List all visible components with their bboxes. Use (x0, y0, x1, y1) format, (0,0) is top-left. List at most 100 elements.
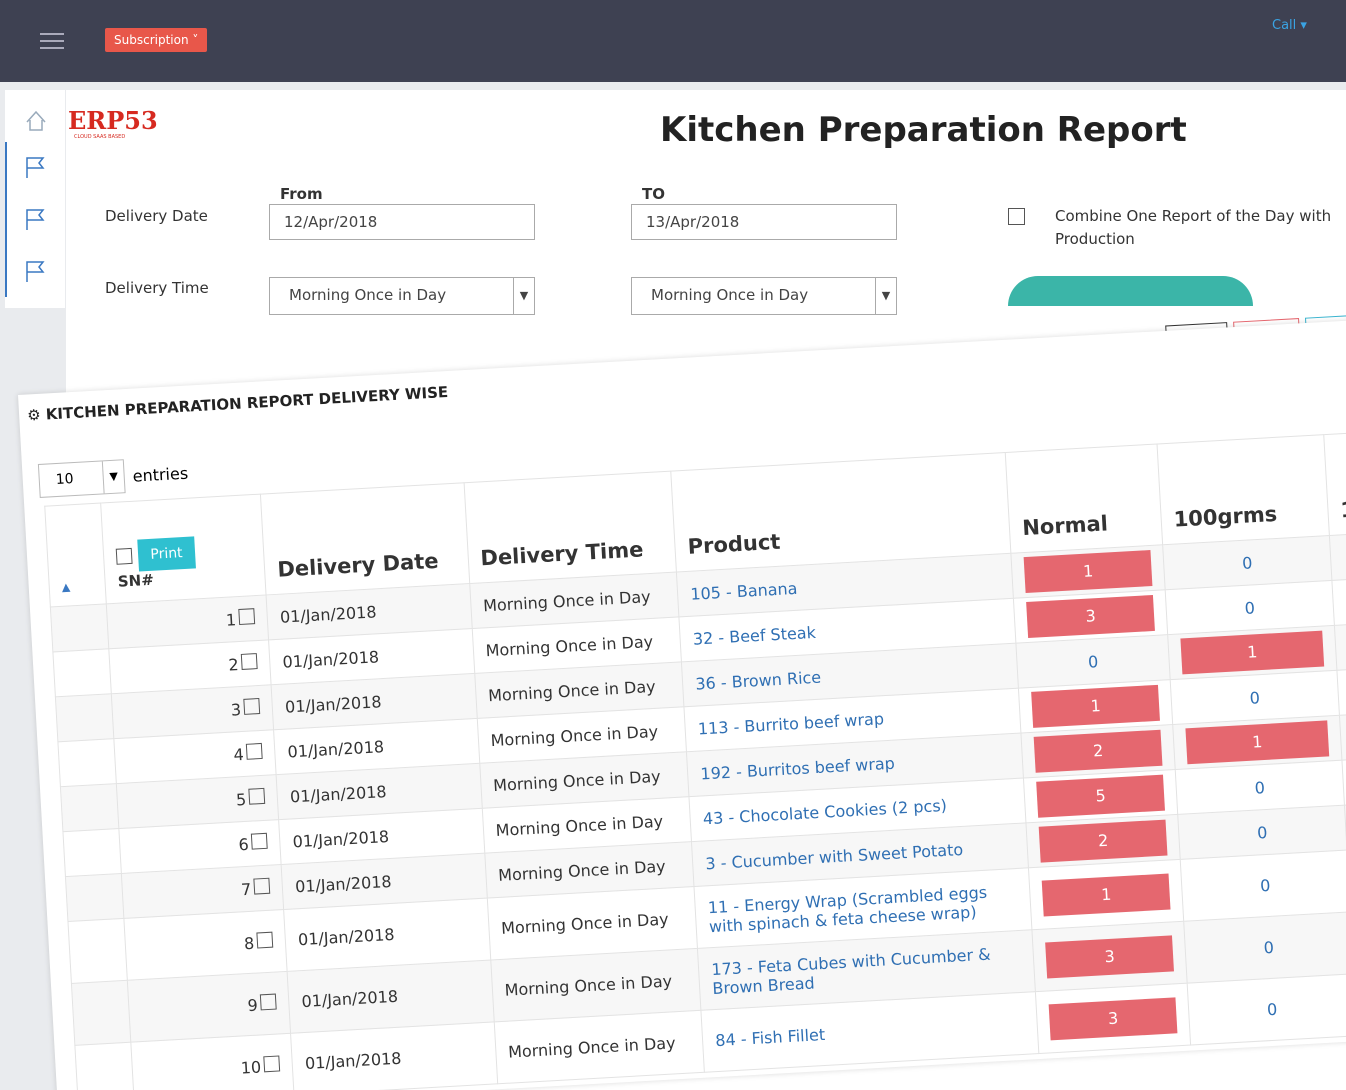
column-label: 150g (1339, 495, 1346, 523)
length-select[interactable]: 10 ▼ (37, 459, 126, 498)
quantity: 0 (1256, 822, 1268, 842)
report-table: ▲ Print SN# Delivery Date Delivery Time Produ… (44, 428, 1346, 1090)
column-label: Delivery Date (276, 548, 440, 582)
cell-text: Morning Once in Day (495, 811, 664, 840)
quantity: 3 (1048, 996, 1178, 1040)
cell-text: Morning Once in Day (500, 909, 670, 938)
quantity: 5 (1036, 774, 1165, 818)
column-label: Product (687, 529, 781, 559)
sn: 5 (235, 789, 247, 810)
cell-text: 01/Jan/2018 (282, 646, 380, 672)
subscription-button[interactable]: Subscription ˅ (105, 28, 208, 52)
product-link[interactable]: 113 - Burrito beef wrap (697, 708, 885, 739)
field-label: From (280, 185, 323, 203)
cell-text: 01/Jan/2018 (294, 871, 393, 896)
sn: 2 (227, 655, 240, 675)
cell: Morning Once in Day (490, 948, 702, 1022)
logo-tagline: CLOUD SAAS BASED (74, 134, 126, 140)
product-link[interactable]: 105 - Banana (689, 578, 798, 604)
checkbox[interactable] (243, 697, 261, 715)
menu-icon[interactable] (40, 32, 66, 50)
product-link[interactable]: 11 - Energy Wrap (Scrambled eggs with sp… (707, 882, 988, 936)
sn: 4 (232, 744, 245, 765)
cell: 3 (1032, 921, 1188, 992)
report-card: ⚙ KITCHEN PREPARATION REPORT DELIVERY WI… (18, 315, 1346, 1090)
cell: 8 (124, 909, 288, 981)
checkbox[interactable] (253, 877, 271, 895)
header-cell: Normal (1005, 443, 1163, 554)
cell (1331, 573, 1346, 626)
value: Morning Once in Day (289, 286, 447, 304)
date-input[interactable]: 12/Apr/2018 (269, 204, 535, 240)
product-link[interactable]: 36 - Brown Rice (694, 667, 822, 694)
cell: 9 (127, 971, 291, 1043)
sn: 6 (238, 834, 250, 855)
cell: Morning Once in Day (493, 1010, 705, 1084)
cell-text: Morning Once in Day (485, 631, 654, 660)
cell: 3 (1035, 983, 1191, 1054)
cell-text: Morning Once in Day (492, 766, 662, 795)
label: Call (1272, 18, 1297, 33)
print-button[interactable]: Print (137, 536, 196, 572)
checkbox[interactable] (246, 742, 263, 760)
product-link[interactable]: 32 - Beef Steak (692, 622, 817, 649)
cell (62, 828, 122, 877)
checkbox[interactable] (1008, 208, 1025, 225)
search-button[interactable] (1008, 276, 1253, 306)
cell (71, 980, 132, 1046)
cell: Morning Once in Day (487, 886, 698, 961)
product-link[interactable]: 173 - Feta Cubes with Cucumber & Brown B… (710, 944, 992, 998)
field-label: Delivery Date (105, 207, 208, 225)
cell (1336, 663, 1346, 716)
time-select[interactable]: Morning Once in Day ▼ (269, 277, 535, 315)
sn: 1 (225, 610, 237, 630)
cell: 0 (1183, 911, 1346, 984)
cell-text: Morning Once in Day (504, 971, 673, 1000)
checkbox[interactable] (260, 993, 277, 1010)
quantity: 3 (1045, 934, 1174, 978)
top-bar: Subscription ˅ Call ▾ (0, 0, 1346, 82)
checkbox[interactable] (241, 653, 258, 670)
checkbox[interactable] (115, 547, 133, 565)
column-label: SN# (117, 570, 155, 591)
cell (74, 1042, 135, 1090)
cell (67, 918, 128, 984)
value: Morning Once in Day (651, 286, 809, 304)
header-cell: Delivery Time (463, 471, 677, 584)
cell-text: 01/Jan/2018 (287, 736, 385, 761)
quantity: 1 (1185, 720, 1330, 765)
checkbox[interactable] (248, 787, 266, 805)
header-cell: Delivery Date (260, 482, 470, 595)
checkbox[interactable] (251, 832, 268, 850)
header-cell: Product (671, 452, 1012, 573)
quantity: 1 (1031, 684, 1160, 728)
cell-text: 01/Jan/2018 (279, 601, 377, 627)
checkbox[interactable] (256, 931, 274, 948)
checkbox[interactable] (238, 608, 256, 625)
call-link[interactable]: Call ▾ (1272, 18, 1307, 33)
header-cell: ▲ (44, 503, 107, 608)
cell: 01/Jan/2018 (290, 1021, 498, 1090)
quantity: 0 (1254, 777, 1266, 798)
sn-header: Print SN# (115, 536, 253, 591)
quantity: 0 (1263, 937, 1275, 958)
product-link[interactable]: 3 - Cucumber with Sweet Potato (704, 839, 964, 873)
section-title: KITCHEN PREPARATION REPORT DELIVERY WISE (45, 382, 449, 424)
cell-text: Morning Once in Day (487, 676, 657, 705)
quantity: 0 (1087, 651, 1099, 672)
product-link[interactable]: 192 - Burritos beef wrap (699, 753, 896, 783)
date-input[interactable]: 13/Apr/2018 (631, 204, 897, 240)
cell: 0 (1180, 850, 1346, 922)
product-link[interactable]: 84 - Fish Fillet (714, 1024, 826, 1051)
column-label: Normal (1021, 511, 1109, 541)
time-select[interactable]: Morning Once in Day ▼ (631, 277, 897, 315)
sn: 9 (246, 995, 259, 1015)
page-title: Kitchen Preparation Report (660, 110, 1187, 150)
value: 10 (55, 471, 75, 489)
cell (65, 873, 125, 922)
cell-text: 01/Jan/2018 (289, 781, 388, 806)
quantity: 1 (1023, 550, 1153, 594)
product-link[interactable]: 43 - Chocolate Cookies (2 pcs) (702, 795, 948, 828)
checkbox[interactable] (263, 1054, 281, 1072)
